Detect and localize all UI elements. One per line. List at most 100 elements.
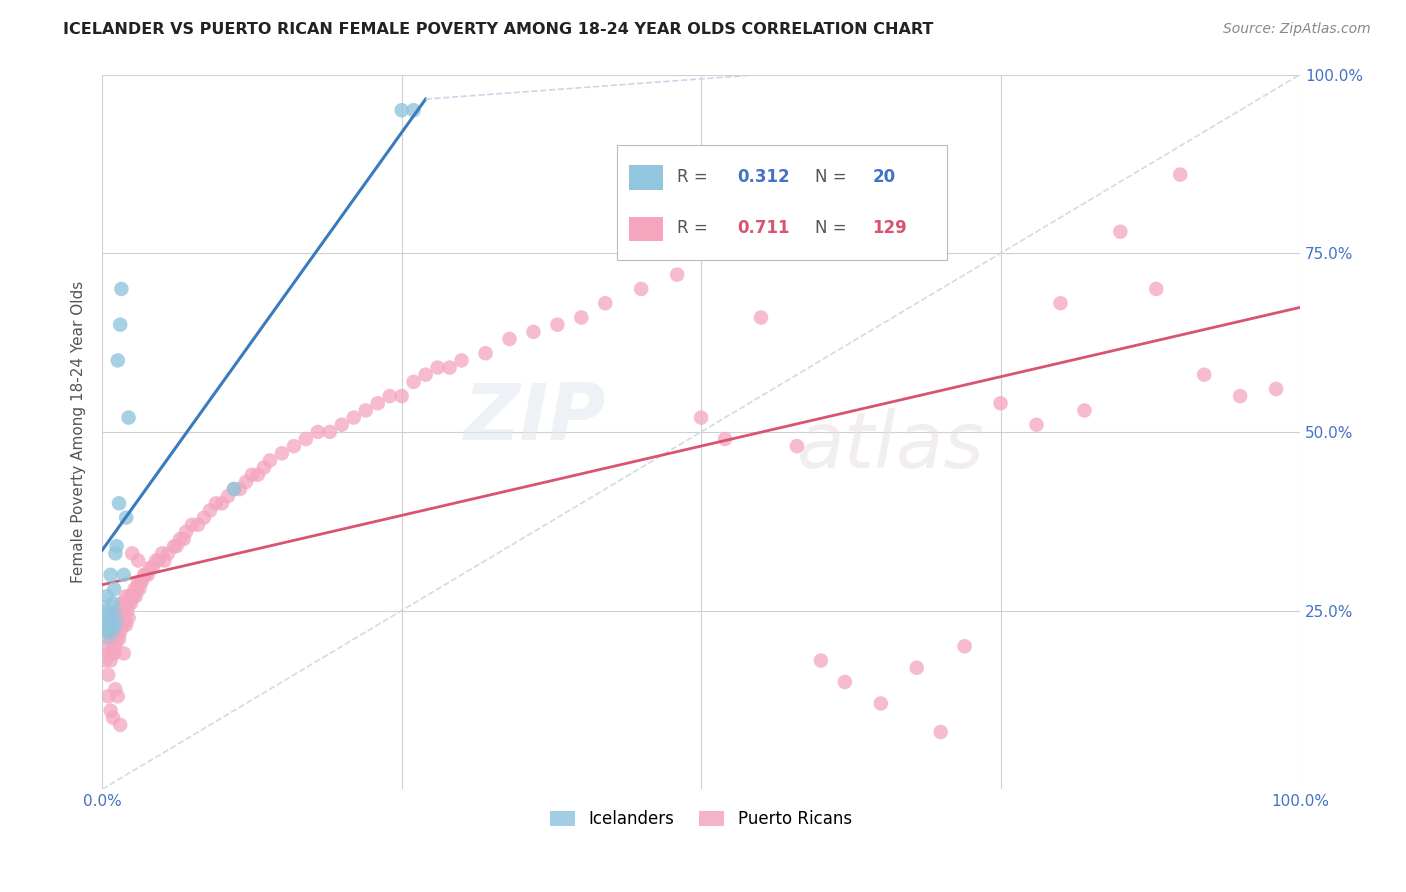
Point bbox=[391, 389, 413, 403]
Point bbox=[101, 596, 124, 610]
Point bbox=[107, 690, 129, 704]
Point bbox=[125, 582, 148, 596]
Point bbox=[108, 318, 131, 332]
Point bbox=[169, 532, 191, 546]
Point bbox=[498, 332, 520, 346]
Point bbox=[1192, 368, 1215, 382]
Point bbox=[1109, 225, 1132, 239]
Point bbox=[174, 524, 197, 539]
Point bbox=[786, 439, 808, 453]
Point bbox=[522, 325, 544, 339]
Point bbox=[1229, 389, 1251, 403]
Point bbox=[690, 410, 713, 425]
Point bbox=[97, 625, 120, 640]
Point bbox=[193, 510, 215, 524]
Point bbox=[127, 574, 149, 589]
Point bbox=[354, 403, 377, 417]
Point bbox=[259, 453, 281, 467]
Point bbox=[100, 610, 122, 624]
Point bbox=[122, 589, 145, 603]
Point bbox=[96, 589, 118, 603]
Point bbox=[367, 396, 389, 410]
Point bbox=[110, 617, 132, 632]
Point bbox=[97, 668, 120, 682]
Point bbox=[117, 596, 139, 610]
Point bbox=[101, 647, 124, 661]
Point bbox=[100, 704, 122, 718]
Point bbox=[145, 553, 167, 567]
Point bbox=[546, 318, 568, 332]
Point bbox=[181, 517, 204, 532]
Point bbox=[1144, 282, 1167, 296]
Point bbox=[104, 617, 127, 632]
Point bbox=[134, 567, 156, 582]
Point bbox=[343, 410, 366, 425]
Point bbox=[110, 282, 132, 296]
Point bbox=[101, 617, 124, 632]
Text: R =: R = bbox=[678, 219, 713, 237]
Point bbox=[101, 640, 124, 654]
FancyBboxPatch shape bbox=[630, 217, 662, 241]
Point bbox=[391, 103, 413, 118]
Point bbox=[124, 582, 146, 596]
Point bbox=[905, 661, 928, 675]
Point bbox=[108, 603, 131, 617]
Point bbox=[115, 510, 138, 524]
Text: ICELANDER VS PUERTO RICAN FEMALE POVERTY AMONG 18-24 YEAR OLDS CORRELATION CHART: ICELANDER VS PUERTO RICAN FEMALE POVERTY… bbox=[63, 22, 934, 37]
Text: R =: R = bbox=[678, 168, 713, 186]
Point bbox=[714, 432, 737, 446]
Point bbox=[104, 682, 127, 697]
Point bbox=[94, 654, 117, 668]
Point bbox=[112, 596, 135, 610]
Point bbox=[217, 489, 239, 503]
Point bbox=[108, 610, 131, 624]
FancyBboxPatch shape bbox=[617, 145, 946, 260]
Point bbox=[117, 410, 139, 425]
Text: 20: 20 bbox=[872, 168, 896, 186]
Point bbox=[112, 617, 135, 632]
Text: atlas: atlas bbox=[797, 409, 984, 484]
Point bbox=[953, 640, 976, 654]
Point bbox=[94, 603, 117, 617]
Point bbox=[1049, 296, 1071, 310]
Point bbox=[990, 396, 1012, 410]
Point bbox=[103, 647, 125, 661]
Point bbox=[474, 346, 496, 360]
Point bbox=[1265, 382, 1288, 396]
Point bbox=[101, 711, 124, 725]
Point bbox=[105, 539, 128, 553]
Point bbox=[97, 603, 120, 617]
Point bbox=[1025, 417, 1047, 432]
Point bbox=[110, 596, 132, 610]
Point bbox=[112, 647, 135, 661]
Point bbox=[111, 617, 134, 632]
Point bbox=[150, 546, 173, 560]
Point bbox=[104, 640, 127, 654]
Text: 0.711: 0.711 bbox=[737, 219, 790, 237]
Point bbox=[173, 532, 195, 546]
FancyBboxPatch shape bbox=[630, 165, 662, 190]
Point bbox=[101, 625, 124, 640]
Point bbox=[107, 625, 129, 640]
Point bbox=[157, 546, 180, 560]
Legend: Icelanders, Puerto Ricans: Icelanders, Puerto Ricans bbox=[544, 803, 859, 835]
Text: N =: N = bbox=[815, 168, 852, 186]
Y-axis label: Female Poverty Among 18-24 Year Olds: Female Poverty Among 18-24 Year Olds bbox=[72, 281, 86, 583]
Point bbox=[1168, 168, 1191, 182]
Point bbox=[229, 482, 252, 496]
Point bbox=[111, 603, 134, 617]
Point bbox=[98, 617, 121, 632]
Point bbox=[105, 610, 128, 624]
Text: Source: ZipAtlas.com: Source: ZipAtlas.com bbox=[1223, 22, 1371, 37]
Point bbox=[569, 310, 592, 325]
Point bbox=[929, 725, 952, 739]
Point bbox=[270, 446, 292, 460]
Point bbox=[666, 268, 689, 282]
Point bbox=[153, 553, 176, 567]
Point bbox=[115, 617, 138, 632]
Point bbox=[97, 690, 120, 704]
Point bbox=[105, 632, 128, 647]
Point bbox=[630, 282, 652, 296]
Point bbox=[198, 503, 221, 517]
Point bbox=[222, 482, 245, 496]
